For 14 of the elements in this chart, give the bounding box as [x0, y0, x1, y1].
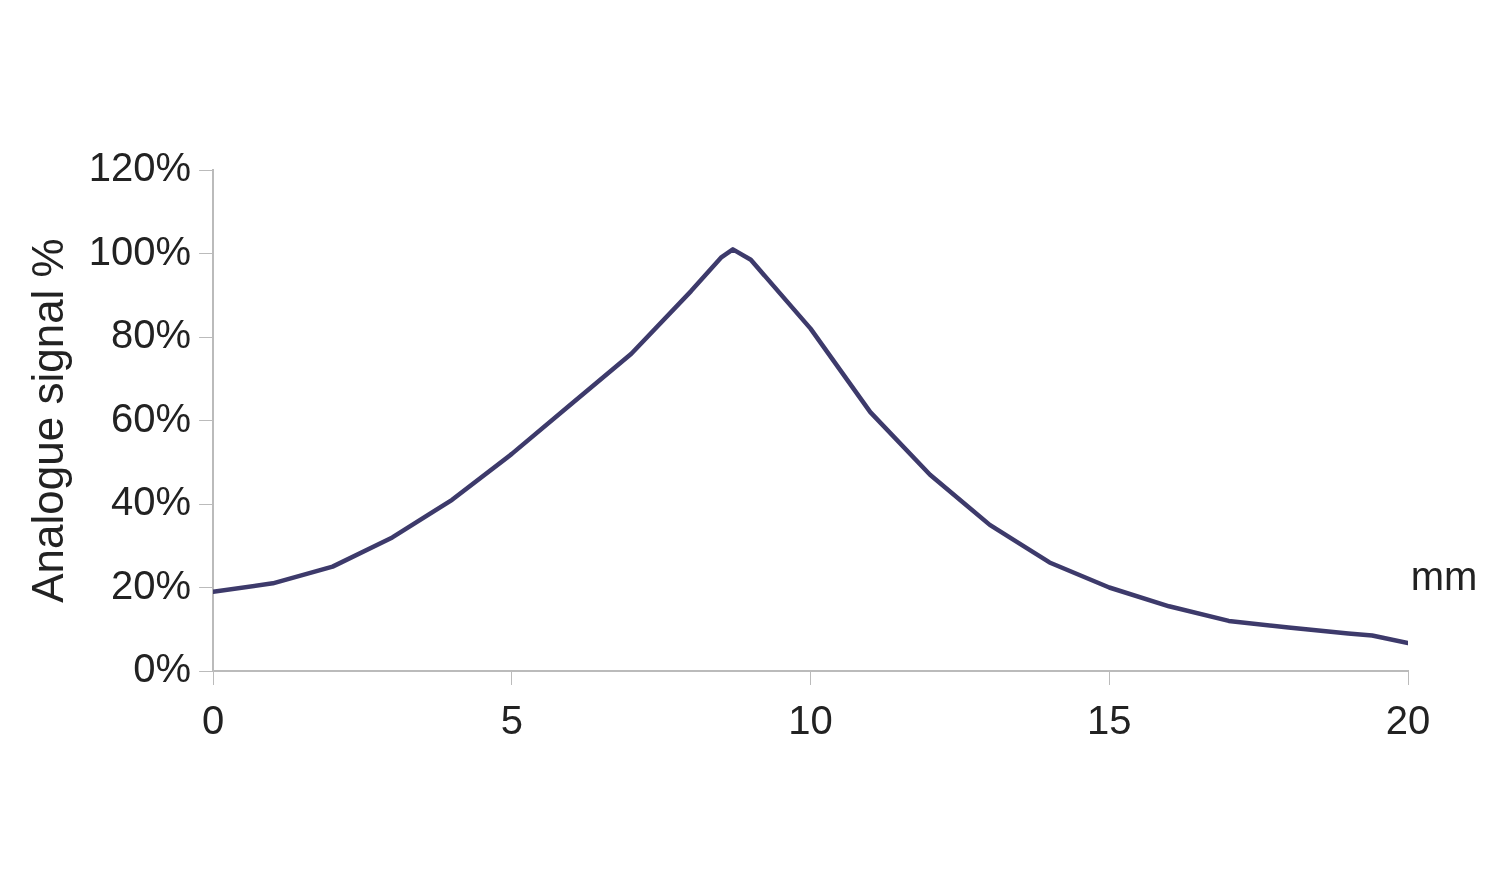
x-tick-label: 15 [1087, 698, 1132, 743]
y-tick-label: 0% [133, 646, 192, 691]
x-tick-label: 5 [500, 698, 523, 743]
x-axis-title: mm [1410, 553, 1478, 598]
y-tick-label: 40% [111, 479, 192, 524]
y-tick-label: 120% [88, 145, 192, 190]
y-tick-label: 100% [88, 228, 192, 273]
y-tick-label: 60% [111, 395, 192, 440]
x-tick-label: 20 [1385, 698, 1431, 743]
y-axis-title: Analogue signal % [22, 238, 72, 603]
x-tick-label: 0 [201, 698, 225, 743]
y-tick-label: 20% [111, 562, 192, 607]
x-tick-label: 10 [788, 698, 833, 743]
y-tick-label: 80% [111, 312, 192, 357]
